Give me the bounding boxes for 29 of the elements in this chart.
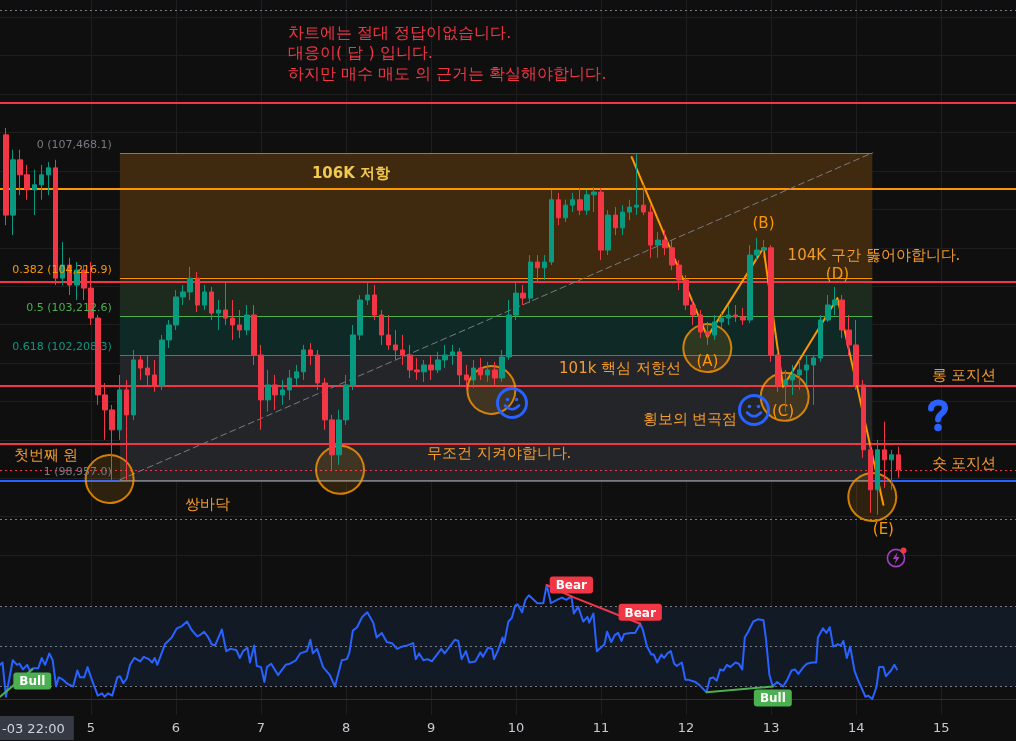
x-tick-label: 7 bbox=[256, 720, 266, 735]
text: 차트에는 절대 정답이없습니다. 대응이( 답 ) 입니다. 하지만 매수 매도 의 근거는 확실해야합니다. bbox=[288, 22, 607, 83]
annotation: 첫번째 원 bbox=[13, 446, 79, 464]
annotation: 101k 핵심 저항선 bbox=[559, 359, 681, 377]
data-label: (A) bbox=[696, 352, 719, 371]
x-tick-label: 10 bbox=[507, 720, 525, 735]
x-tick-label: 11 bbox=[592, 720, 610, 735]
x-tick-label: 14 bbox=[847, 720, 865, 735]
ref-line-label: 0 (107,468.1) bbox=[36, 137, 112, 151]
annotation: 104K 구간 뚫어야합니다. bbox=[787, 246, 961, 264]
x-tick-label: 15 bbox=[932, 720, 950, 735]
data-label: (B) bbox=[752, 214, 775, 233]
x-tick-label: 5 bbox=[86, 720, 96, 735]
x-tick-label: 9 bbox=[426, 720, 436, 735]
x-tick-label: 13 bbox=[762, 720, 780, 735]
annotation: 숏 포지션 bbox=[931, 454, 997, 472]
annotation: Bull bbox=[19, 674, 46, 689]
annotation: 무조건 지켜야합니다. bbox=[426, 444, 572, 462]
x-tick-label: 6 bbox=[171, 720, 181, 735]
annotation: 106K 저항 bbox=[311, 164, 391, 182]
data-label: (C) bbox=[771, 402, 795, 421]
annotation: Bull bbox=[759, 691, 786, 706]
text: -03 22:00 bbox=[2, 721, 65, 736]
annotation: 쌍바닥 bbox=[184, 495, 230, 513]
x-tick-label: 12 bbox=[677, 720, 695, 735]
annotation: 횡보의 변곡점 bbox=[642, 410, 738, 428]
x-tick-label: 8 bbox=[341, 720, 351, 735]
data-label: (E) bbox=[872, 520, 894, 539]
annotation: 롱 포지션 bbox=[931, 366, 997, 384]
